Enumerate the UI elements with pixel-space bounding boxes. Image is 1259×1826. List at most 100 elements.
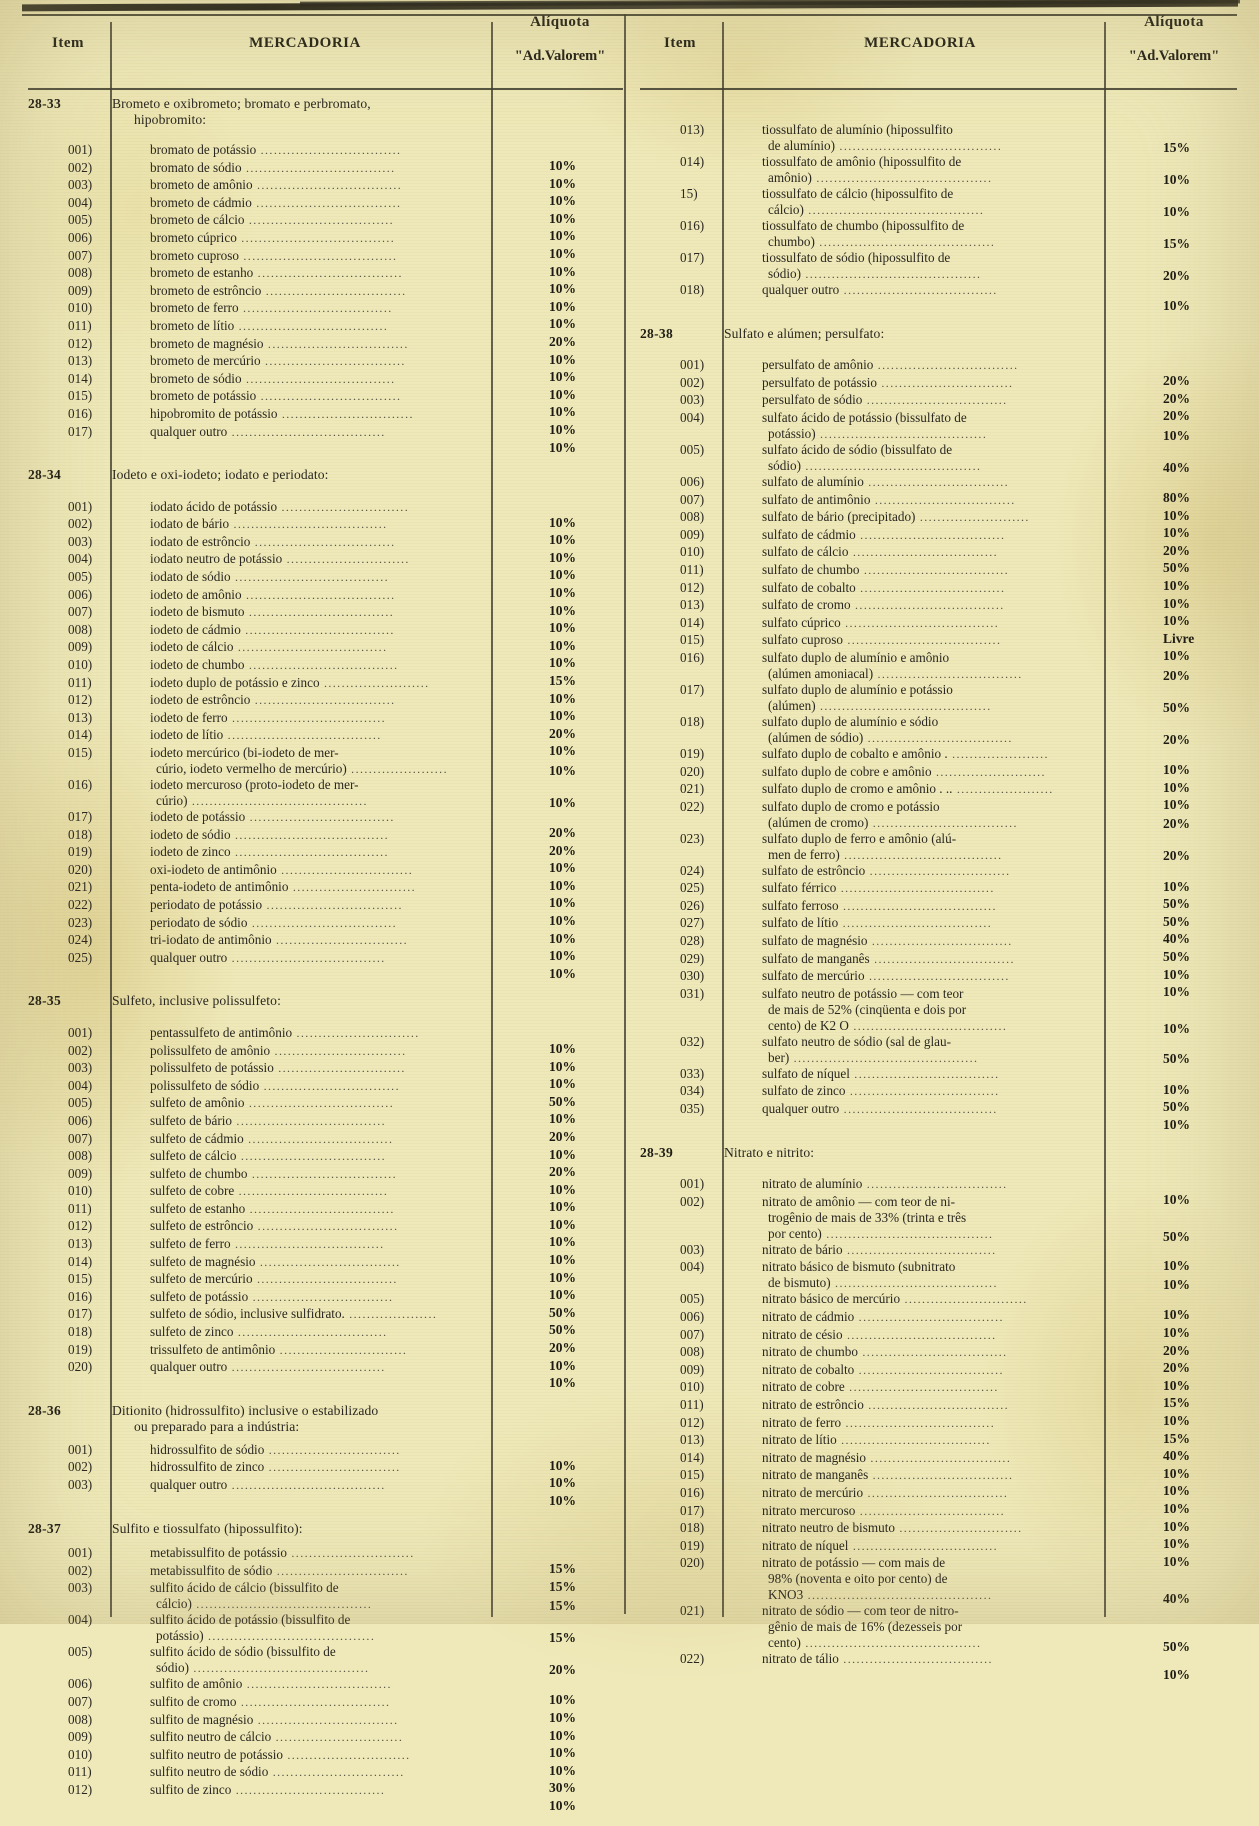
tariff-item-name: sulfato duplo de cobalto e amônio . [762,745,948,761]
tariff-item-name: iodato de estrôncio [150,533,251,549]
leader-dots: ........................................ [800,458,982,473]
tariff-item-number: 005) [680,441,705,457]
tariff-item-description: 006) sulfeto de bário ...................… [68,1113,495,1129]
tariff-row: 006) sulfito de amônio ..................… [28,1676,623,1707]
tariff-row: 001) nitrato de alumínio ................… [640,1176,1237,1207]
tariff-item-rate: 50% [549,1304,576,1320]
leader-dots: .................................. [842,1327,997,1342]
tariff-row: 001) persulfato de amônio ...............… [640,357,1237,388]
tariff-item-description: 018) sulfeto de zinco ...................… [68,1324,495,1340]
tariff-item-name-cont: trogênio de mais de 33% (trinta e três [768,1209,967,1225]
tariff-item-name: nitrato de mercúrio [762,1484,864,1500]
tariff-item-rate: 50% [1163,913,1190,929]
spacer [28,1538,623,1545]
tariff-item-number: 027) [680,915,705,931]
tariff-item-rate: 15% [549,1578,576,1594]
tariff-row: 003) iodato de estrôncio ................… [28,533,623,565]
tariff-item-name: hipobromito de potássio [150,405,278,421]
tariff-column-left: 28-33 Brometo e oxibrometo; bromato e per… [28,96,623,1826]
leader-dots: ................................ [256,389,402,404]
tariff-group-title: Sulfeto, inclusive polissulfeto: [112,993,281,1009]
tariff-item-rate: 40% [1163,931,1190,947]
tariff-item-rate: 10% [549,245,576,261]
tariff-item-name: sulfato neutro de sódio (sal de glau- [762,1033,951,1049]
leader-dots: .................................. [838,1652,993,1667]
tariff-row: 020) sulfato duplo de cobre e amônio ....… [640,764,1237,795]
tariff-item-name-cont: (alúmen) ...............................… [768,697,992,713]
tariff-item-rate: 10% [1163,1412,1190,1428]
tariff-item-number: 016) [68,405,93,421]
tariff-item-rate: 10% [1163,298,1190,313]
tariff-item-name: sulfato duplo de cromo e amônio . .. [762,781,953,797]
tariff-item-name-cont: de mais de 52% (cinqüenta e dois por [768,1001,967,1017]
tariff-row: 004) sulfito ácido de potássio (bissulfit… [28,1612,623,1645]
tariff-item-description: 011) nitrato de estrôncio ...............… [680,1397,1109,1413]
tariff-item-name: sulfeto de chumbo [150,1165,248,1181]
tariff-row: 001) metabissulfito de potássio .........… [28,1545,623,1576]
tariff-item-description: 019) trissulfeto de antimônio ...........… [68,1342,495,1358]
header-item-label: Item [52,35,84,51]
tariff-item-rate: 10% [549,351,576,367]
tariff-item-rate: 10% [549,404,576,420]
tariff-row: 024) tri-iodato de antimônio ............… [28,932,623,963]
tariff-item-description: 009) iodeto de cálcio ...................… [68,639,495,655]
tariff-item-number: 025) [68,949,93,965]
leader-dots: ...................................... [815,426,988,441]
tariff-item-rate: 10% [549,1375,576,1391]
tariff-item-description: 002) polissulfeto de amônio .............… [68,1043,495,1059]
tariff-item-description: 012) nitrato de ferro ...................… [680,1415,1109,1431]
tariff-item-rate: 10% [549,1111,576,1127]
tariff-row: 009) iodeto de cálcio ...................… [28,639,623,670]
tariff-item-description: 011) sulfato de chumbo ..................… [680,562,1109,578]
tariff-item-rate: 10% [549,298,576,314]
tariff-row: 021) penta-iodeto de antimônio ..........… [28,879,623,910]
tariff-item-rate: 10% [549,948,576,964]
tariff-item-rate: 10% [549,602,576,618]
leader-dots: ................................. [855,1503,1005,1518]
tariff-item-name: sulfato duplo de cromo e potássio [762,798,940,814]
tariff-row: 022) nitrato de tálio ...................… [640,1651,1237,1682]
tariff-row: 021) sulfato duplo de cromo e amônio . ..… [640,781,1237,812]
tariff-item-number: 010) [680,544,705,560]
tariff-item-name: sulfito de zinco [150,1781,232,1797]
tariff-item-number: 016) [68,777,93,792]
header-rate-left: Alíquota "Ad.Valorem" [497,14,623,65]
leader-dots: ................................... [230,845,389,860]
leader-dots: .................................... [839,847,1003,862]
tariff-item-name: sulfeto de estrôncio [150,1218,254,1234]
tariff-row: 018) iodeto de sódio ....................… [28,827,623,858]
tariff-item-number: 007) [68,1693,93,1709]
tariff-item-name: persulfato de potássio [762,374,877,390]
tariff-item-number: 007) [68,247,93,263]
tariff-item-description: 003) nitrato de bário ...................… [680,1242,1109,1258]
tariff-item-rate: 20% [549,1164,576,1180]
tariff-item-description: 018) qualquer outro .....................… [680,282,1109,298]
tariff-item-description: 023) periodato de sódio .................… [68,915,495,931]
tariff-item-name: penta-iodeto de antimônio [150,879,289,895]
tariff-group-heading: 28-36 Ditionito (hidrossulfito) inclusive… [28,1403,623,1435]
tariff-item-name: iodeto de amônio [150,586,242,602]
tariff-row: 012) brometo de magnésio ................… [28,336,623,367]
tariff-item-rate: 10% [1163,878,1190,894]
tariff-item-rate: 10% [549,860,576,876]
tariff-item-number: 007) [68,604,93,620]
tariff-item-rate: 40% [1163,459,1190,475]
tariff-item-number: 002) [68,159,93,175]
tariff-item-description: 019) nitrato de níquel ..................… [680,1538,1109,1554]
tariff-row: 016) iodeto mercuroso (proto-iodeto de me… [28,777,623,810]
tariff-item-name: iodato neutro de potássio [150,551,283,567]
tariff-item-rate: 10% [549,762,576,778]
tariff-item-name: metabissulfito de potássio [150,1545,287,1561]
tariff-item-number: 005) [68,1095,93,1111]
tariff-item-number: 006) [680,1309,705,1324]
tariff-item-number: 002) [680,374,705,390]
tariff-item-rate: 15% [549,673,576,689]
header-rate-label-line2: "Ad.Valorem" [514,48,606,64]
tariff-item-rate: 10% [549,1234,576,1250]
leader-dots: ................................ [865,863,1011,878]
tariff-item-description: 017) sulfato duplo de alumínio e potássio… [680,682,1109,714]
tariff-item-rate: 10% [1163,1553,1190,1569]
tariff-item-rate: 10% [1163,1081,1190,1097]
tariff-row: 022) sulfato duplo de cromo e potássio (al… [640,798,1237,832]
tariff-row: 019) nitrato de níquel ..................… [640,1538,1237,1569]
